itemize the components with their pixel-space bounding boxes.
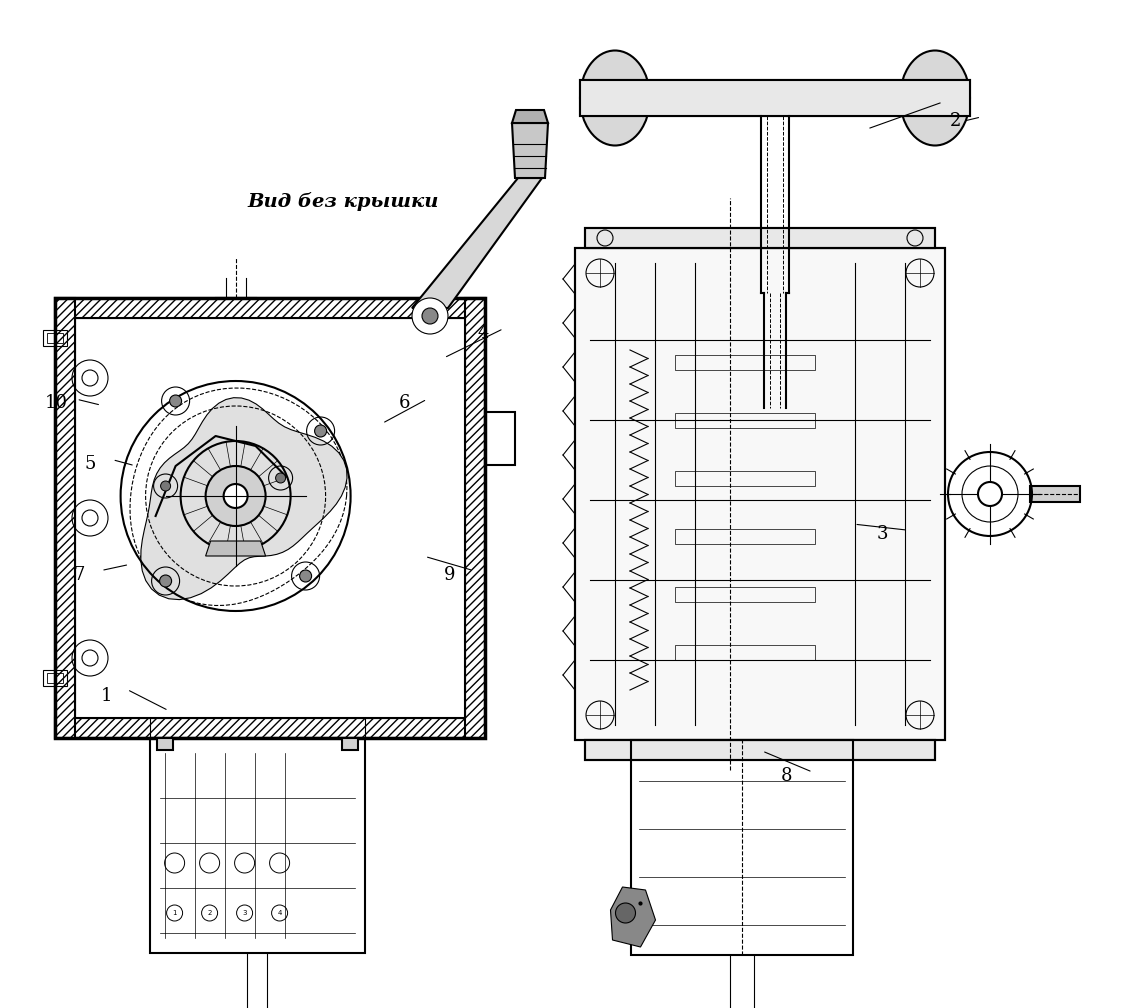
Text: 2: 2 — [208, 910, 211, 916]
Text: 10: 10 — [45, 394, 67, 412]
Polygon shape — [55, 298, 484, 318]
Polygon shape — [55, 718, 484, 738]
Text: 7: 7 — [73, 565, 84, 584]
Polygon shape — [580, 80, 970, 116]
Text: 4: 4 — [478, 324, 489, 342]
Ellipse shape — [900, 50, 970, 145]
Text: 4: 4 — [278, 910, 282, 916]
Polygon shape — [584, 228, 935, 248]
Polygon shape — [513, 110, 549, 123]
Polygon shape — [156, 738, 173, 750]
Ellipse shape — [580, 50, 650, 145]
Text: 2: 2 — [950, 112, 961, 130]
Polygon shape — [465, 298, 484, 738]
Text: 9: 9 — [444, 565, 455, 584]
Circle shape — [161, 481, 171, 491]
Polygon shape — [1030, 486, 1080, 502]
Polygon shape — [342, 738, 357, 750]
Text: 8: 8 — [781, 767, 792, 785]
Circle shape — [160, 575, 172, 587]
Circle shape — [413, 298, 448, 334]
Text: 6: 6 — [399, 394, 410, 412]
Circle shape — [170, 395, 182, 407]
Polygon shape — [513, 123, 549, 178]
Text: 3: 3 — [877, 525, 888, 543]
Polygon shape — [584, 740, 935, 760]
Polygon shape — [206, 541, 265, 556]
Circle shape — [616, 903, 635, 923]
Polygon shape — [140, 398, 347, 600]
Polygon shape — [610, 887, 655, 947]
Polygon shape — [413, 178, 542, 308]
Circle shape — [978, 482, 1001, 506]
Text: 1: 1 — [172, 910, 176, 916]
Text: 1: 1 — [101, 686, 112, 705]
Polygon shape — [580, 80, 970, 116]
Circle shape — [206, 466, 265, 526]
Circle shape — [275, 473, 285, 483]
Polygon shape — [55, 298, 75, 738]
Circle shape — [224, 484, 247, 508]
Circle shape — [422, 308, 438, 324]
Text: 5: 5 — [84, 455, 96, 473]
Polygon shape — [575, 248, 945, 740]
Text: 3: 3 — [243, 910, 247, 916]
Text: Вид без крышки: Вид без крышки — [247, 192, 438, 211]
Circle shape — [300, 570, 311, 582]
Circle shape — [315, 425, 327, 437]
